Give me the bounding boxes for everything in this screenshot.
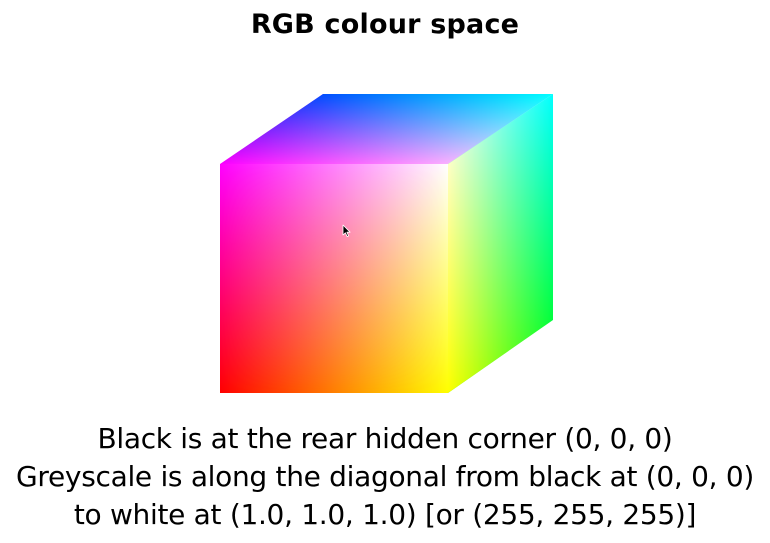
caption-text: Black is at the rear hidden corner (0, 0…	[0, 420, 770, 534]
caption-line-black-corner: Black is at the rear hidden corner (0, 0…	[97, 422, 673, 455]
arrow-pointer-icon	[342, 224, 351, 237]
cube-front-face	[220, 164, 448, 393]
slide-title: RGB colour space	[250, 9, 520, 40]
caption-line-greyscale-diagonal: Greyscale is along the diagonal from bla…	[16, 460, 754, 493]
caption-line-white-corner: to white at (1.0, 1.0, 1.0) [or (255, 25…	[73, 498, 697, 531]
